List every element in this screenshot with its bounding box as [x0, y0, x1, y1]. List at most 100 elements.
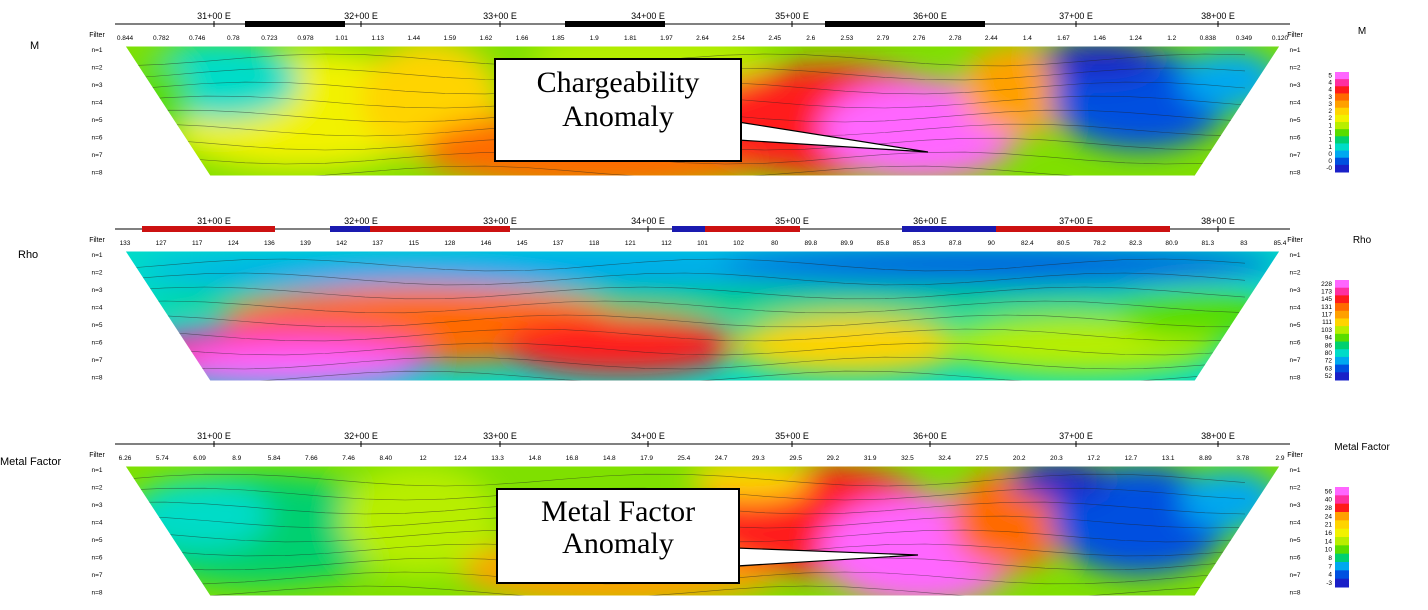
scale-swatch — [1335, 100, 1349, 109]
depth-label: n=5 — [1289, 537, 1300, 544]
scale-swatch — [1335, 341, 1349, 350]
survey-bar — [902, 226, 996, 232]
filter-value: 124 — [228, 240, 239, 247]
scale-swatch — [1335, 512, 1349, 521]
filter-value: 112 — [661, 240, 672, 247]
depth-label: n=5 — [1289, 117, 1300, 124]
station-label: 31+00 E — [197, 11, 231, 21]
station-label: 32+00 E — [344, 431, 378, 441]
scale-value: 10 — [1325, 547, 1333, 554]
filter-value: 101 — [697, 240, 708, 247]
scale-swatch — [1335, 310, 1349, 319]
scale-swatch — [1335, 157, 1349, 166]
panel-label: Rho — [18, 249, 39, 261]
depth-label: n=8 — [1289, 590, 1300, 597]
scale-value: 40 — [1325, 497, 1333, 504]
survey-bar — [672, 226, 705, 232]
anomaly-zone — [1010, 466, 1110, 500]
depth-label: n=8 — [91, 170, 102, 177]
filter-value: 2.79 — [877, 35, 890, 42]
contour-line — [125, 314, 1246, 328]
depth-label: n=6 — [91, 340, 102, 347]
section-outline — [124, 465, 1281, 597]
filter-value: 117 — [192, 240, 203, 247]
depth-label: n=6 — [91, 555, 102, 562]
filter-value: 85.8 — [877, 240, 890, 247]
filter-value: 13.3 — [491, 455, 504, 462]
scale-swatch — [1335, 107, 1349, 116]
scale-swatch — [1335, 136, 1349, 144]
filter-value: 12.4 — [454, 455, 467, 462]
scale-swatch — [1335, 562, 1349, 571]
filter-value: 16.8 — [566, 455, 579, 462]
survey-bar — [330, 226, 370, 232]
scale-value: 1 — [1328, 144, 1332, 151]
depth-label: n=6 — [1289, 555, 1300, 562]
filter-value: 136 — [264, 240, 275, 247]
scale-value: 21 — [1325, 522, 1333, 529]
survey-bar — [142, 226, 275, 232]
scale-swatch — [1335, 349, 1349, 358]
filter-value: 1.2 — [1167, 35, 1176, 42]
depth-label: n=7 — [91, 572, 102, 579]
filter-label: Filter — [89, 32, 105, 39]
scale-value: 4 — [1328, 572, 1332, 579]
depth-label: n=1 — [91, 47, 102, 54]
depth-label: n=2 — [91, 270, 102, 277]
filter-value: 1.44 — [407, 35, 420, 42]
filter-label: Filter — [1287, 237, 1303, 244]
depth-label: n=2 — [1289, 65, 1300, 72]
station-label: 32+00 E — [344, 11, 378, 21]
filter-value: 1.24 — [1129, 35, 1142, 42]
contour-line — [125, 356, 1246, 370]
filter-value: 2.53 — [841, 35, 854, 42]
filter-value: 127 — [156, 240, 167, 247]
filter-value: 1.62 — [480, 35, 493, 42]
station-label: 33+00 E — [483, 431, 517, 441]
filter-value: 5.84 — [268, 455, 281, 462]
callout-line-1: Chargeability — [536, 66, 700, 99]
scale-value: 3 — [1328, 101, 1332, 108]
depth-label: n=5 — [1289, 322, 1300, 329]
filter-value: 20.2 — [1013, 455, 1026, 462]
filter-value: 137 — [553, 240, 564, 247]
filter-value: 0.349 — [1236, 35, 1253, 42]
station-label: 33+00 E — [483, 11, 517, 21]
filter-value: 0.78 — [227, 35, 240, 42]
scale-swatch — [1335, 295, 1349, 304]
contour-line — [125, 286, 1246, 300]
scale-swatch — [1335, 164, 1349, 173]
filter-value: 0.723 — [261, 35, 278, 42]
station-label: 37+00 E — [1059, 431, 1093, 441]
scale-value: 94 — [1325, 335, 1333, 342]
station-label: 36+00 E — [913, 216, 947, 226]
depth-label: n=1 — [91, 252, 102, 259]
filter-value: 1.97 — [660, 35, 673, 42]
contour-line — [125, 473, 1246, 487]
scale-swatch — [1335, 487, 1349, 496]
filter-value: 14.8 — [529, 455, 542, 462]
anomaly-zone — [340, 466, 500, 575]
filter-value: 139 — [300, 240, 311, 247]
filter-value: 2.9 — [1275, 455, 1284, 462]
contour-line — [125, 585, 1246, 596]
anomaly-zone — [1120, 290, 1280, 340]
filter-value: 0.838 — [1200, 35, 1217, 42]
filter-value: 29.3 — [752, 455, 765, 462]
depth-label: n=7 — [1289, 357, 1300, 364]
scale-value: 1 — [1328, 130, 1332, 137]
scale-value: 16 — [1325, 530, 1333, 537]
depth-label: n=2 — [91, 485, 102, 492]
depth-label: n=7 — [91, 152, 102, 159]
scale-swatch — [1335, 79, 1349, 87]
filter-value: 0.978 — [297, 35, 314, 42]
depth-label: n=8 — [91, 375, 102, 382]
panel-label: M — [30, 40, 40, 52]
depth-label: n=3 — [1289, 287, 1300, 294]
anomaly-zone — [180, 345, 420, 381]
chargeability-callout: Chargeability Anomaly — [494, 58, 742, 162]
filter-value: 115 — [409, 240, 420, 247]
filter-value: 81.3 — [1201, 240, 1214, 247]
depth-label: n=6 — [1289, 135, 1300, 142]
